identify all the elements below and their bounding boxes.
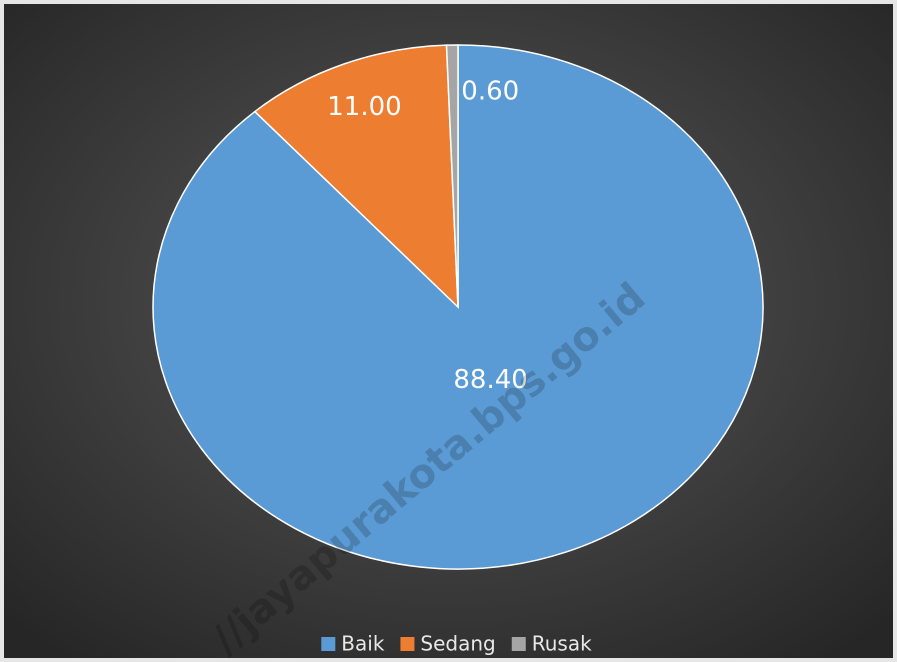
value-label: 11.00: [327, 92, 401, 122]
legend-label: Sedang: [420, 632, 495, 656]
legend-label: Rusak: [532, 632, 592, 656]
value-labels: 88.40 11.00 0.60: [327, 77, 528, 395]
legend: Baik Sedang Rusak: [321, 632, 592, 656]
legend-swatch: [511, 637, 526, 651]
value-label: 88.40: [453, 365, 527, 395]
pie-slice: [253, 44, 459, 309]
legend-swatch: [321, 637, 336, 651]
legend-label: Baik: [341, 632, 385, 656]
value-label: 0.60: [461, 77, 519, 107]
pie: [152, 44, 764, 570]
legend-swatch: [400, 637, 415, 651]
pie-slice: [445, 44, 459, 308]
